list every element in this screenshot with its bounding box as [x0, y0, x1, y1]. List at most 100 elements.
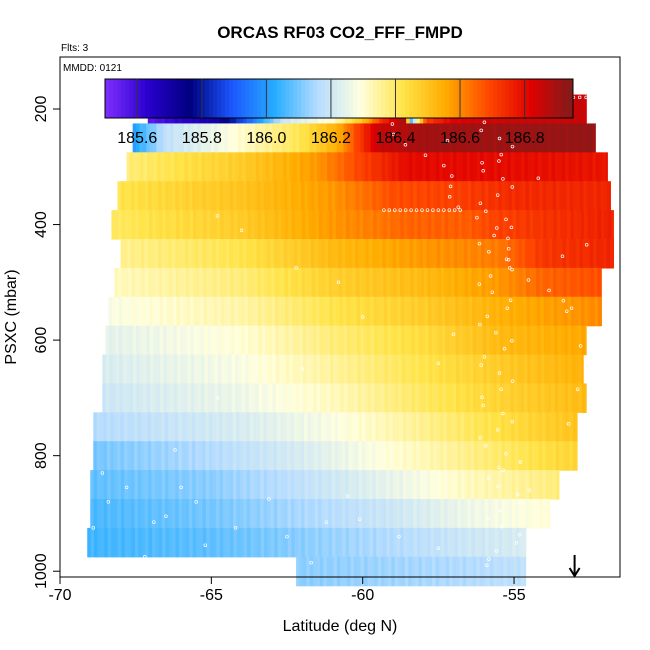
heat-cell: [455, 296, 460, 327]
heat-cell: [423, 267, 428, 298]
colorbar-swatch: [149, 79, 154, 118]
track-point: [480, 395, 484, 400]
heat-cell: [412, 239, 417, 269]
heat-cell: [413, 499, 418, 529]
heat-cell: [110, 412, 115, 442]
heat-cell: [446, 412, 451, 442]
heat-cell: [588, 123, 593, 153]
heat-cell: [438, 556, 443, 587]
heat-cell: [299, 354, 304, 385]
heat-cell: [462, 556, 467, 587]
heat-cell: [123, 412, 128, 442]
heat-cell: [287, 441, 292, 471]
heat-cell: [367, 123, 372, 153]
heat-cell: [248, 354, 253, 385]
heat-cell: [574, 296, 579, 327]
heat-cell: [431, 325, 436, 356]
heat-cell: [333, 152, 338, 182]
heat-cell: [332, 527, 337, 558]
heat-cell: [397, 296, 402, 327]
heat-cell: [102, 354, 107, 385]
heat-cell: [442, 354, 447, 385]
heat-cell: [110, 499, 115, 529]
heat-cell: [420, 499, 425, 529]
heat-cell: [513, 354, 518, 385]
heat-cell: [241, 354, 246, 385]
heat-cell: [318, 470, 323, 500]
heat-cell: [501, 181, 506, 211]
heat-cell: [481, 499, 486, 529]
heat-cell: [217, 325, 222, 356]
track-point: [442, 163, 446, 168]
heat-cell: [166, 354, 171, 385]
heat-cell: [571, 325, 576, 356]
heat-cell: [340, 354, 345, 385]
heat-cell: [551, 152, 556, 182]
heat-cell: [209, 470, 214, 500]
heat-cell: [138, 527, 143, 558]
heat-cell: [496, 354, 501, 385]
heat-cell: [136, 325, 141, 356]
heat-cell: [394, 325, 399, 356]
track-point: [486, 516, 491, 521]
heat-cell: [274, 527, 279, 558]
heat-cell: [587, 296, 592, 327]
heat-cell: [131, 499, 136, 529]
heat-cell: [338, 470, 343, 500]
heat-cell: [134, 267, 139, 298]
heat-cell: [531, 412, 536, 442]
heat-cell: [530, 354, 535, 385]
heat-cell: [594, 210, 599, 240]
heat-cell: [518, 239, 523, 269]
heat-cell: [404, 556, 409, 587]
heat-cell: [411, 354, 416, 385]
colorbar-swatch: [141, 79, 146, 118]
heat-cell: [557, 296, 562, 327]
colorbar-swatch: [165, 79, 170, 118]
heat-cell: [335, 470, 340, 500]
heat-cell: [351, 441, 356, 471]
track-point: [478, 322, 482, 327]
heat-cell: [420, 527, 425, 558]
heat-cell: [311, 267, 316, 298]
heat-cell: [474, 499, 479, 529]
heat-cell: [336, 556, 341, 587]
heat-cell: [366, 210, 371, 240]
heat-cell: [308, 267, 313, 298]
heat-cell: [460, 441, 465, 471]
heat-cell: [367, 325, 372, 356]
heat-cell: [210, 210, 215, 240]
heat-cell: [185, 412, 190, 442]
heat-cell: [399, 412, 404, 442]
heat-cell: [552, 412, 557, 442]
heat-cell: [479, 123, 484, 153]
heat-cell: [281, 296, 286, 327]
heat-cell: [267, 267, 272, 298]
heat-cell: [205, 412, 210, 442]
heat-cell: [472, 556, 477, 587]
heat-cell: [417, 296, 422, 327]
heat-cell: [335, 267, 340, 298]
heat-cell: [318, 527, 323, 558]
colorbar-swatch: [501, 79, 506, 118]
heat-cell: [348, 412, 353, 442]
heat-cell: [284, 470, 289, 500]
heat-cell: [465, 325, 470, 356]
heat-cell: [379, 499, 384, 529]
heat-cell: [335, 181, 340, 211]
heat-cell: [127, 239, 132, 269]
heat-cell: [607, 181, 611, 211]
heat-cell: [226, 499, 231, 529]
heat-cell: [375, 181, 380, 211]
heat-cell: [127, 412, 132, 442]
heat-cell: [426, 441, 431, 471]
heat-cell: [383, 527, 388, 558]
track-point: [106, 500, 111, 504]
heat-cell: [199, 181, 204, 211]
heat-cell: [368, 441, 373, 471]
heat-cell: [125, 296, 130, 327]
heat-cell: [562, 181, 567, 211]
heat-cell: [258, 325, 263, 356]
heat-cell: [545, 181, 550, 211]
heat-cell: [567, 210, 572, 240]
